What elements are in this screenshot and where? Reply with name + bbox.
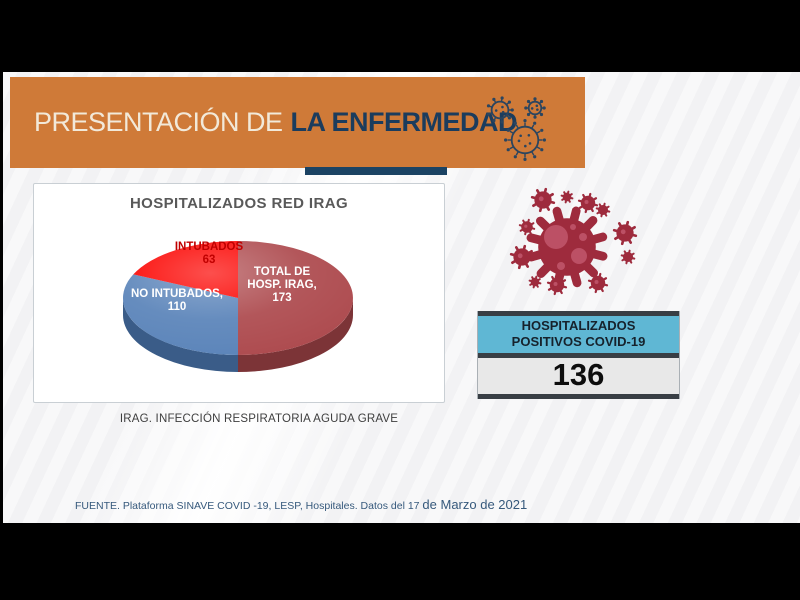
stat-box-bottom-border bbox=[478, 394, 679, 399]
pie-label-intubados-line1: INTUBADOS bbox=[174, 241, 244, 253]
pie-label-total: TOTAL DE HOSP. IRAG, 173 bbox=[247, 266, 316, 305]
stat-box-title-line2: POSITIVOS COVID-19 bbox=[511, 334, 646, 349]
source-date: de Marzo de 2021 bbox=[422, 497, 528, 512]
pie-chart bbox=[122, 241, 353, 372]
stat-box-mid-border bbox=[478, 353, 679, 358]
slide-background: PRESENTACIÓN DE LA ENFERMEDAD HOSPITALIZ… bbox=[3, 72, 800, 523]
stat-box-value: 136 bbox=[478, 358, 679, 394]
source-footer: FUENTE. Plataforma SINAVE COVID -19, LES… bbox=[75, 496, 527, 514]
banner-underline-bar bbox=[305, 167, 447, 175]
pie-label-total-line2: HOSP. IRAG, bbox=[247, 279, 317, 291]
slide-title-emphasis: LA ENFERMEDAD bbox=[290, 107, 518, 137]
stat-box: HOSPITALIZADOS POSITIVOS COVID-19 136 bbox=[477, 311, 680, 399]
stat-box-title-line1: HOSPITALIZADOS bbox=[521, 318, 636, 333]
chart-title: HOSPITALIZADOS RED IRAG bbox=[129, 195, 349, 212]
pie-label-no-intubados-value: 110 bbox=[167, 301, 187, 313]
slide-title-prefix: PRESENTACIÓN DE bbox=[34, 107, 283, 137]
title-banner: PRESENTACIÓN DE LA ENFERMEDAD bbox=[10, 77, 585, 168]
pie-label-intubados: INTUBADOS 63 bbox=[175, 241, 243, 267]
virus-outline-icon bbox=[486, 96, 546, 161]
pie-chart-panel: HOSPITALIZADOS RED IRAG TOTAL DE HOSP. I… bbox=[33, 183, 445, 403]
pie-label-no-intubados: NO INTUBADOS, 110 bbox=[131, 288, 223, 314]
coronavirus-icon bbox=[509, 187, 638, 296]
source-text: FUENTE. Plataforma SINAVE COVID -19, LES… bbox=[75, 500, 423, 512]
stat-box-title: HOSPITALIZADOS POSITIVOS COVID-19 bbox=[478, 316, 679, 353]
pie-label-intubados-value: 63 bbox=[202, 254, 216, 266]
pie-label-no-intubados-line1: NO INTUBADOS, bbox=[131, 288, 223, 300]
pie-label-total-value: 173 bbox=[272, 292, 292, 304]
stat-box-top-border bbox=[478, 311, 679, 316]
chart-footnote: IRAG. INFECCIÓN RESPIRATORIA AGUDA GRAVE bbox=[119, 413, 399, 425]
pie-label-total-line1: TOTAL DE bbox=[253, 266, 311, 278]
